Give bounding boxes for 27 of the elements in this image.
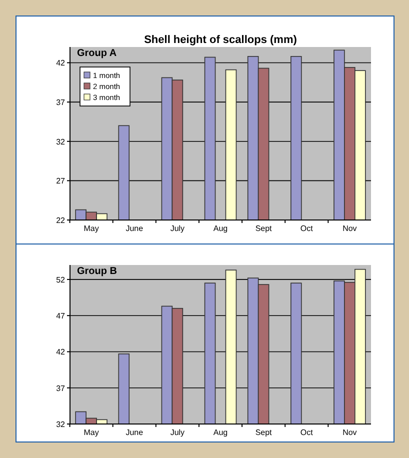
x-tick-label: Nov [342, 224, 357, 233]
y-tick-label: 32 [56, 420, 66, 429]
x-tick-label: Aug [213, 224, 228, 233]
y-tick-label: 32 [56, 137, 66, 146]
y-tick-label: 42 [56, 348, 66, 357]
annotation: Group B [77, 266, 117, 277]
x-tick-label: Aug [213, 428, 228, 437]
x-tick-label: Nov [342, 428, 357, 437]
y-tick-label: 37 [56, 98, 66, 108]
y-tick-label: 37 [56, 384, 66, 393]
x-tick-label: May [84, 224, 99, 233]
y-tick-label: 52 [56, 275, 66, 284]
x-tick-label: Oct [300, 428, 314, 437]
annotation: Group A [77, 48, 117, 59]
y-tick-label: 27 [56, 176, 66, 186]
x-tick-label: July [170, 224, 185, 233]
y-tick-label: 47 [56, 312, 66, 321]
x-tick-label: Sept [255, 428, 273, 437]
chart-title: Shell height of scallops (mm) [144, 34, 298, 46]
x-tick-label: Oct [300, 224, 314, 233]
y-tick-label: 22 [56, 216, 66, 225]
x-tick-label: June [126, 428, 144, 437]
x-tick-label: June [126, 224, 144, 233]
y-tick-label: 42 [56, 58, 66, 68]
x-tick-label: May [84, 428, 99, 437]
x-tick-label: Sept [255, 224, 273, 233]
x-tick-label: July [170, 428, 185, 437]
